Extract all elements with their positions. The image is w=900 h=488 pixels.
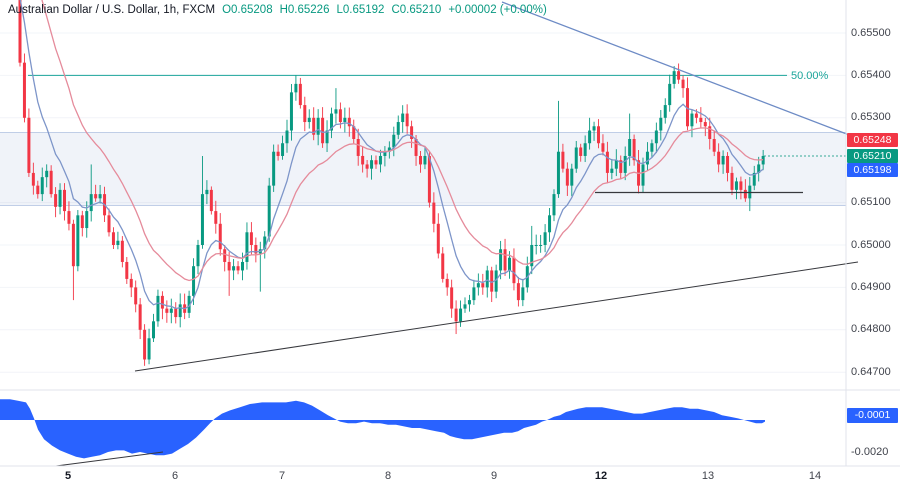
- ohlc-value-3: C0.65210: [391, 4, 442, 16]
- ema-fast-line[interactable]: [19, 0, 764, 310]
- symbol-titlebar: Australian Dollar / U.S. Dollar, 1h, FXC…: [8, 4, 547, 16]
- oscillator-area[interactable]: [0, 399, 765, 459]
- ohlc-value-2: L0.65192: [336, 4, 385, 16]
- oscillator-value-label: -0.0001: [847, 408, 898, 423]
- price-tick-0.65400: 0.65400: [851, 68, 891, 81]
- ohlc-value-0: O0.65208: [222, 4, 273, 16]
- ohlc-value-1: H0.65226: [279, 4, 330, 16]
- oscillator-trendline[interactable]: [55, 451, 164, 467]
- symbol-title[interactable]: Australian Dollar / U.S. Dollar, 1h, FXC…: [8, 4, 216, 16]
- price-tick-0.64700: 0.64700: [851, 365, 891, 378]
- time-tick-6: 6: [171, 470, 179, 482]
- fib-50-label[interactable]: 50.00%: [791, 70, 829, 82]
- ma-slow-price-label: 0.65248: [847, 133, 898, 147]
- time-tick-8: 8: [384, 470, 392, 482]
- ohlc-value-4: +0.00002 (+0.00%): [448, 4, 547, 16]
- price-tick-0.65500: 0.65500: [851, 26, 891, 39]
- time-tick-9: 9: [490, 470, 498, 482]
- descending-trendline[interactable]: [501, 1, 879, 147]
- price-tick-0.65100: 0.65100: [851, 196, 891, 209]
- price-tick-0.64900: 0.64900: [851, 280, 891, 293]
- price-tick-0.64800: 0.64800: [851, 323, 891, 336]
- time-tick-7: 7: [278, 470, 286, 482]
- time-tick-12: 12: [594, 470, 608, 482]
- price-tick-0.65000: 0.65000: [851, 238, 891, 251]
- time-tick-13: 13: [701, 470, 715, 482]
- price-tick-0.65300: 0.65300: [851, 111, 891, 124]
- oscillator-tick-label: -0.0020: [851, 446, 889, 458]
- time-tick-14: 14: [808, 470, 822, 482]
- price-zone-band: [0, 132, 846, 206]
- ema-slow-line[interactable]: [20, 0, 764, 282]
- time-tick-5: 5: [64, 470, 72, 482]
- ma-fast-price-label: 0.65198: [847, 163, 898, 177]
- ascending-trendline[interactable]: [134, 261, 859, 372]
- last-price-label: 0.65210: [847, 149, 898, 163]
